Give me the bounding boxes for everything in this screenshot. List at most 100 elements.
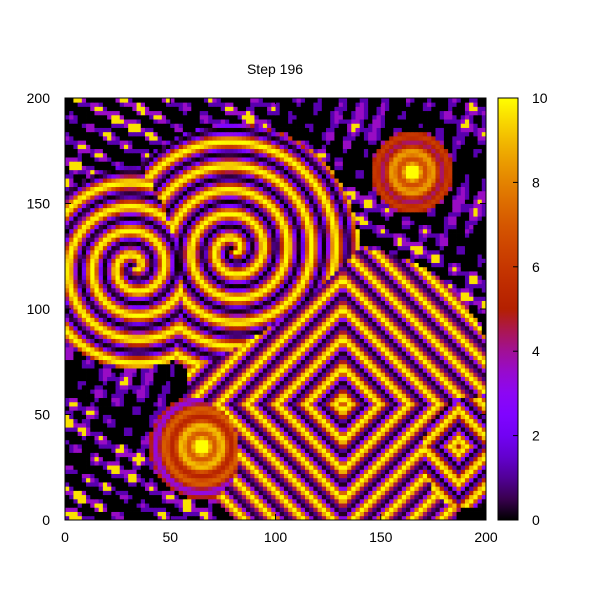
heatmap-cell	[300, 418, 306, 424]
heatmap-cell	[262, 313, 268, 318]
heatmap-cell	[338, 439, 344, 445]
heatmap-cell	[98, 422, 104, 428]
heatmap-cell	[246, 465, 251, 470]
heatmap-cell	[77, 465, 83, 470]
heatmap-cell	[216, 389, 222, 394]
heatmap-cell	[304, 355, 310, 361]
heatmap-cell	[90, 431, 95, 436]
heatmap-cell	[250, 486, 255, 491]
heatmap-cell	[431, 351, 436, 356]
heatmap-cell	[317, 456, 323, 462]
heatmap-cell	[473, 494, 478, 500]
heatmap-cell	[115, 338, 121, 344]
heatmap-cell	[288, 460, 293, 466]
heatmap-cell	[477, 473, 483, 479]
heatmap-cell	[229, 346, 234, 352]
heatmap-cell	[448, 330, 453, 335]
heatmap-cell	[275, 334, 281, 339]
heatmap-cell	[203, 507, 209, 512]
heatmap-cell	[233, 511, 239, 517]
heatmap-cell	[288, 376, 293, 382]
heatmap-cell	[98, 469, 104, 474]
heatmap-cell	[418, 490, 424, 496]
heatmap-cell	[431, 410, 436, 415]
heatmap-cell	[351, 498, 356, 504]
heatmap-cell	[456, 469, 462, 474]
heatmap-cell	[275, 376, 281, 382]
heatmap-cell	[380, 422, 386, 428]
heatmap-cell	[414, 456, 420, 462]
heatmap-cell	[368, 473, 373, 479]
heatmap-cell	[401, 477, 407, 483]
heatmap-cell	[144, 376, 150, 382]
heatmap-cell	[246, 482, 251, 487]
heatmap-cell	[372, 313, 377, 318]
heatmap-cell	[203, 325, 209, 331]
heatmap-cell	[153, 482, 159, 487]
heatmap-cell	[258, 351, 264, 356]
heatmap-cell	[216, 330, 222, 335]
heatmap-cell	[401, 473, 407, 479]
heatmap-cell	[115, 439, 121, 445]
heatmap-cell	[401, 469, 407, 474]
heatmap-cell	[313, 351, 318, 356]
heatmap-cell	[406, 401, 411, 407]
heatmap-cell	[115, 355, 121, 361]
heatmap-cell	[330, 406, 335, 411]
heatmap-cell	[393, 465, 398, 470]
heatmap-cell	[258, 482, 264, 487]
heatmap-cell	[431, 406, 436, 411]
heatmap-cell	[237, 418, 243, 424]
heatmap-cell	[241, 414, 247, 420]
heatmap-cell	[304, 465, 310, 470]
heatmap-cell	[460, 473, 466, 479]
heatmap-cell	[182, 351, 188, 356]
heatmap-cell	[414, 393, 420, 399]
heatmap-cell	[128, 351, 133, 356]
heatmap-cell	[81, 376, 87, 382]
heatmap-cell	[254, 346, 260, 352]
heatmap-cell	[111, 448, 116, 453]
heatmap-cell	[187, 427, 192, 432]
heatmap-cell	[212, 359, 217, 365]
heatmap-cell	[250, 482, 255, 487]
heatmap-cell	[267, 330, 272, 335]
heatmap-cell	[359, 359, 365, 365]
heatmap-cell	[102, 406, 108, 411]
heatmap-cell	[410, 414, 415, 420]
heatmap-cell	[107, 317, 112, 323]
heatmap-cell	[250, 422, 255, 428]
heatmap-cell	[233, 334, 239, 339]
heatmap-cell	[296, 406, 302, 411]
heatmap-cell	[267, 376, 272, 382]
heatmap-cell	[296, 507, 302, 512]
heatmap-cell	[431, 515, 436, 521]
heatmap-cell	[431, 435, 436, 441]
heatmap-cell	[77, 342, 83, 348]
heatmap-cell	[317, 317, 323, 323]
heatmap-cell	[330, 384, 335, 390]
heatmap-cell	[254, 477, 260, 483]
heatmap-cell	[144, 477, 150, 483]
heatmap-cell	[258, 342, 264, 348]
heatmap-cell	[115, 452, 121, 458]
heatmap-cell	[208, 418, 213, 424]
heatmap-cell	[443, 334, 449, 339]
heatmap-cell	[422, 351, 428, 356]
heatmap-cell	[136, 351, 142, 356]
heatmap-cell	[313, 515, 318, 521]
heatmap-cell	[237, 406, 243, 411]
heatmap-cell	[65, 368, 70, 373]
heatmap-cell	[187, 439, 192, 445]
heatmap-cell	[359, 334, 365, 339]
heatmap-cell	[384, 368, 390, 373]
heatmap-cell	[422, 511, 428, 517]
heatmap-cell	[65, 422, 70, 428]
heatmap-cell	[439, 325, 445, 331]
heatmap-cell	[246, 452, 251, 458]
heatmap-cell	[233, 397, 239, 403]
heatmap-cell	[460, 469, 466, 474]
heatmap-cell	[203, 355, 209, 361]
heatmap-cell	[250, 456, 255, 462]
heatmap-cell	[406, 431, 411, 436]
